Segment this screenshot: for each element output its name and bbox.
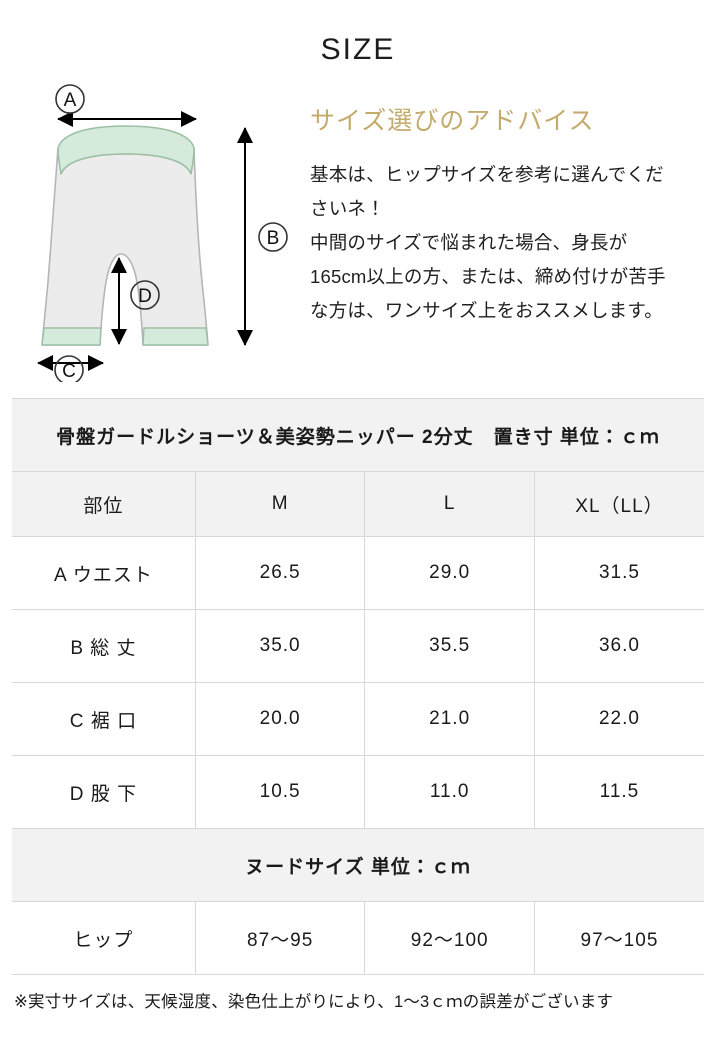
nude-caption-row: ヌードサイズ 単位：ｃｍ — [12, 828, 704, 902]
cell-a-xl: 31.5 — [534, 536, 704, 610]
header-l: L — [364, 471, 535, 537]
size-advice-heading: サイズ選びのアドバイス — [310, 107, 595, 135]
table-row: D 股 下 10.5 11.0 11.5 — [12, 755, 704, 829]
advice-line-2: さいネ！ — [310, 198, 385, 219]
cell-hip-l: 92〜100 — [364, 901, 535, 975]
measure-b-label: B — [267, 228, 280, 249]
cell-c-l: 21.0 — [364, 682, 535, 756]
table-header-row: 部位 M L XL（LL） — [12, 471, 704, 537]
measure-b-marker: B — [258, 222, 288, 252]
size-footnote: ※実寸サイズは、天候湿度、染色仕上がりにより、1〜3ｃｍの誤差がございます — [14, 993, 614, 1011]
cell-a-m: 26.5 — [195, 536, 366, 610]
size-advice-body: 基本は、ヒップサイズを参考に選んでくだ さいネ！ 中間のサイズで悩まれた場合、身… — [310, 158, 700, 328]
row-label-d: D 股 下 — [12, 755, 196, 829]
row-label-b: B 総 丈 — [12, 609, 196, 683]
header-part: 部位 — [12, 471, 196, 537]
row-label-c: C 裾 口 — [12, 682, 196, 756]
nude-size-caption: ヌードサイズ 単位：ｃｍ — [12, 828, 704, 902]
cell-b-m: 35.0 — [195, 609, 366, 683]
size-table-block: 骨盤ガードルショーツ＆美姿勢ニッパー 2分丈 置き寸 単位：ｃｍ 部位 M L … — [0, 398, 716, 975]
garment-shape — [41, 125, 209, 346]
page-title: SIZE — [320, 33, 396, 66]
diagram-and-advice-section: A B C D — [0, 82, 716, 382]
measure-d-marker: D — [130, 280, 160, 310]
table-row: B 総 丈 35.0 35.5 36.0 — [12, 609, 704, 683]
cell-a-l: 29.0 — [364, 536, 535, 610]
row-label-a: A ウエスト — [12, 536, 196, 610]
advice-line-1: 基本は、ヒップサイズを参考に選んでくだ — [310, 164, 664, 185]
advice-line-4: 165cm以上の方、または、締め付けが苦手 — [310, 266, 666, 287]
cell-d-xl: 11.5 — [534, 755, 704, 829]
cell-hip-m: 87〜95 — [195, 901, 366, 975]
measure-c-label: C — [62, 361, 76, 382]
cell-b-l: 35.5 — [364, 609, 535, 683]
table-caption-row: 骨盤ガードルショーツ＆美姿勢ニッパー 2分丈 置き寸 単位：ｃｍ — [12, 398, 704, 472]
cell-c-m: 20.0 — [195, 682, 366, 756]
measure-a-label: A — [64, 90, 77, 111]
header-m: M — [195, 471, 366, 537]
shorts-measurement-diagram: A B C D — [14, 82, 304, 382]
header-xl: XL（LL） — [534, 471, 704, 537]
cell-b-xl: 36.0 — [534, 609, 704, 683]
cell-d-l: 11.0 — [364, 755, 535, 829]
advice-line-3: 中間のサイズで悩まれた場合、身長が — [310, 232, 628, 253]
size-advice-section: サイズ選びのアドバイス 基本は、ヒップサイズを参考に選んでくだ さいネ！ 中間の… — [304, 82, 700, 328]
cell-d-m: 10.5 — [195, 755, 366, 829]
table-row: ヒップ 87〜95 92〜100 97〜105 — [12, 901, 704, 975]
table-row: C 裾 口 20.0 21.0 22.0 — [12, 682, 704, 756]
measure-a-marker: A — [55, 84, 85, 114]
advice-line-5: な方は、ワンサイズ上をおススメします。 — [310, 300, 663, 321]
cell-c-xl: 22.0 — [534, 682, 704, 756]
row-label-hip: ヒップ — [12, 901, 196, 975]
size-table-caption: 骨盤ガードルショーツ＆美姿勢ニッパー 2分丈 置き寸 単位：ｃｍ — [12, 398, 704, 472]
cell-hip-xl: 97〜105 — [534, 901, 704, 975]
table-row: A ウエスト 26.5 29.0 31.5 — [12, 536, 704, 610]
measure-d-label: D — [138, 286, 152, 307]
measure-c-marker: C — [54, 355, 84, 382]
size-table: 骨盤ガードルショーツ＆美姿勢ニッパー 2分丈 置き寸 単位：ｃｍ 部位 M L … — [12, 398, 704, 975]
